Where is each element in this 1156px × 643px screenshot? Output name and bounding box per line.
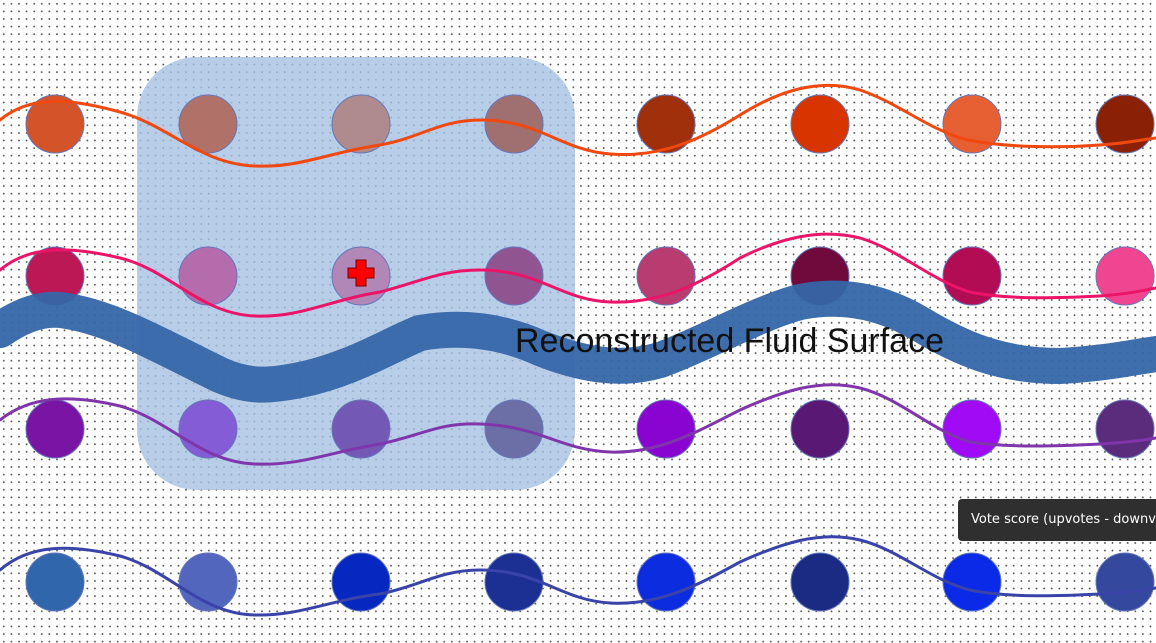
- node-r4-c4[interactable]: [484, 552, 544, 612]
- node-r2-c2[interactable]: [178, 246, 238, 306]
- wave-curve-row-1: [0, 83, 1156, 168]
- node-r1-c1[interactable]: [25, 94, 85, 154]
- node-r4-c6[interactable]: [790, 552, 850, 612]
- wave-curve-row-4: [0, 535, 1156, 617]
- node-r3-c3[interactable]: [331, 399, 391, 459]
- node-r1-c2[interactable]: [178, 94, 238, 154]
- node-r4-c5[interactable]: [636, 552, 696, 612]
- node-r1-c5[interactable]: [636, 94, 696, 154]
- node-r1-c8[interactable]: [1095, 94, 1155, 154]
- node-r4-c3[interactable]: [331, 552, 391, 612]
- crosshair-plus-icon: [347, 259, 375, 287]
- vote-score-tooltip: Vote score (upvotes - downvotes): [958, 499, 1156, 541]
- wave-curve-row-3: [0, 383, 1156, 466]
- node-r3-c5[interactable]: [636, 399, 696, 459]
- node-r1-c6[interactable]: [790, 94, 850, 154]
- node-r3-c6[interactable]: [790, 399, 850, 459]
- node-r2-c7[interactable]: [942, 246, 1002, 306]
- node-r3-c2[interactable]: [178, 399, 238, 459]
- wave-curve-row-2: [0, 232, 1156, 318]
- node-r4-c8[interactable]: [1095, 552, 1155, 612]
- node-r4-c1[interactable]: [25, 552, 85, 612]
- node-r3-c7[interactable]: [942, 399, 1002, 459]
- node-r4-c7[interactable]: [942, 552, 1002, 612]
- node-r1-c3[interactable]: [331, 94, 391, 154]
- reconstructed-surface-band: [0, 280, 1156, 403]
- node-r3-c1[interactable]: [25, 399, 85, 459]
- node-r2-c4[interactable]: [484, 246, 544, 306]
- node-r3-c8[interactable]: [1095, 399, 1155, 459]
